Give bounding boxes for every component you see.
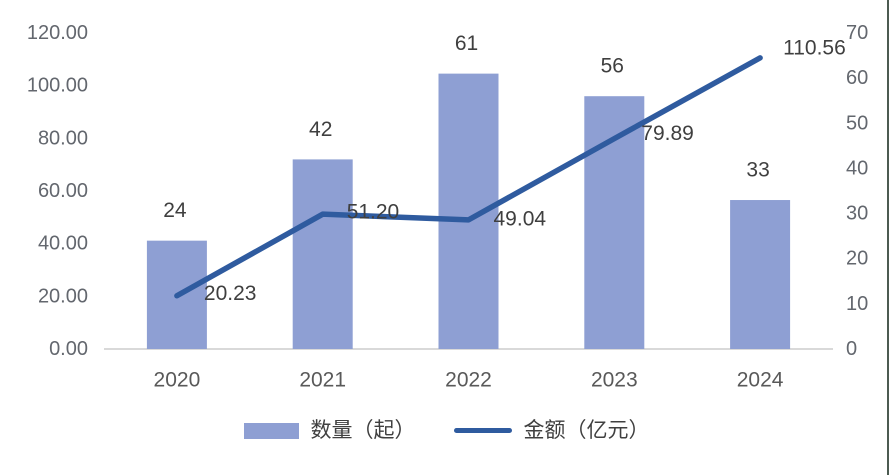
legend-item-bar-series: 数量（起） [243,419,416,442]
x-axis-category-label: 2022 [445,369,492,392]
bar-data-label: 56 [601,55,624,78]
right-edge-border [887,0,889,475]
bar-data-label: 33 [746,159,769,182]
x-axis-category-label: 2023 [591,369,638,392]
left-axis-tick-label: 0.00 [49,338,88,360]
legend: 数量（起） 金额（亿元） [0,420,893,441]
left-axis-tick-label: 120.00 [27,22,88,44]
line-data-label: 110.56 [783,36,846,59]
line-data-label: 20.23 [204,282,257,305]
right-axis-tick-label: 40 [846,157,868,179]
legend-label-bar-series: 数量（起） [310,419,416,442]
left-axis-tick-label: 20.00 [38,285,88,307]
bar-2024 [730,200,791,349]
right-axis-tick-label: 70 [846,22,868,44]
amount-line-series [174,55,763,299]
right-axis-tick-label: 10 [846,293,868,315]
left-axis-tick-label: 40.00 [38,233,88,255]
bar-data-label: 42 [309,118,332,141]
left-axis-tick-label: 60.00 [38,180,88,202]
x-axis-category-label: 2021 [299,369,346,392]
legend-item-line-series: 金额（亿元） [453,419,650,442]
line-series-swatch-icon [453,428,512,433]
left-axis-tick-label: 80.00 [38,127,88,149]
bar-2023 [584,96,645,349]
right-axis-tick-label: 50 [846,112,868,134]
left-axis-tick-label: 100.00 [27,75,88,97]
bar-data-label: 24 [163,199,187,222]
x-axis-category-label: 2020 [154,369,201,392]
legend-label-line-series: 金额（亿元） [523,419,650,442]
bar-2022 [438,73,499,349]
right-axis-tick-label: 60 [846,67,868,89]
right-axis-tick-label: 20 [846,248,868,270]
right-axis-tick-label: 30 [846,203,868,225]
line-data-label: 79.89 [641,122,694,145]
bar-data-label: 61 [455,32,478,55]
line-data-label: 51.20 [347,201,400,224]
line-data-label: 49.04 [494,207,547,230]
x-axis-category-label: 2024 [737,369,784,392]
bar-2021 [292,159,353,349]
bar-series-swatch-icon [243,422,299,439]
right-axis-tick-label: 0 [846,338,857,360]
